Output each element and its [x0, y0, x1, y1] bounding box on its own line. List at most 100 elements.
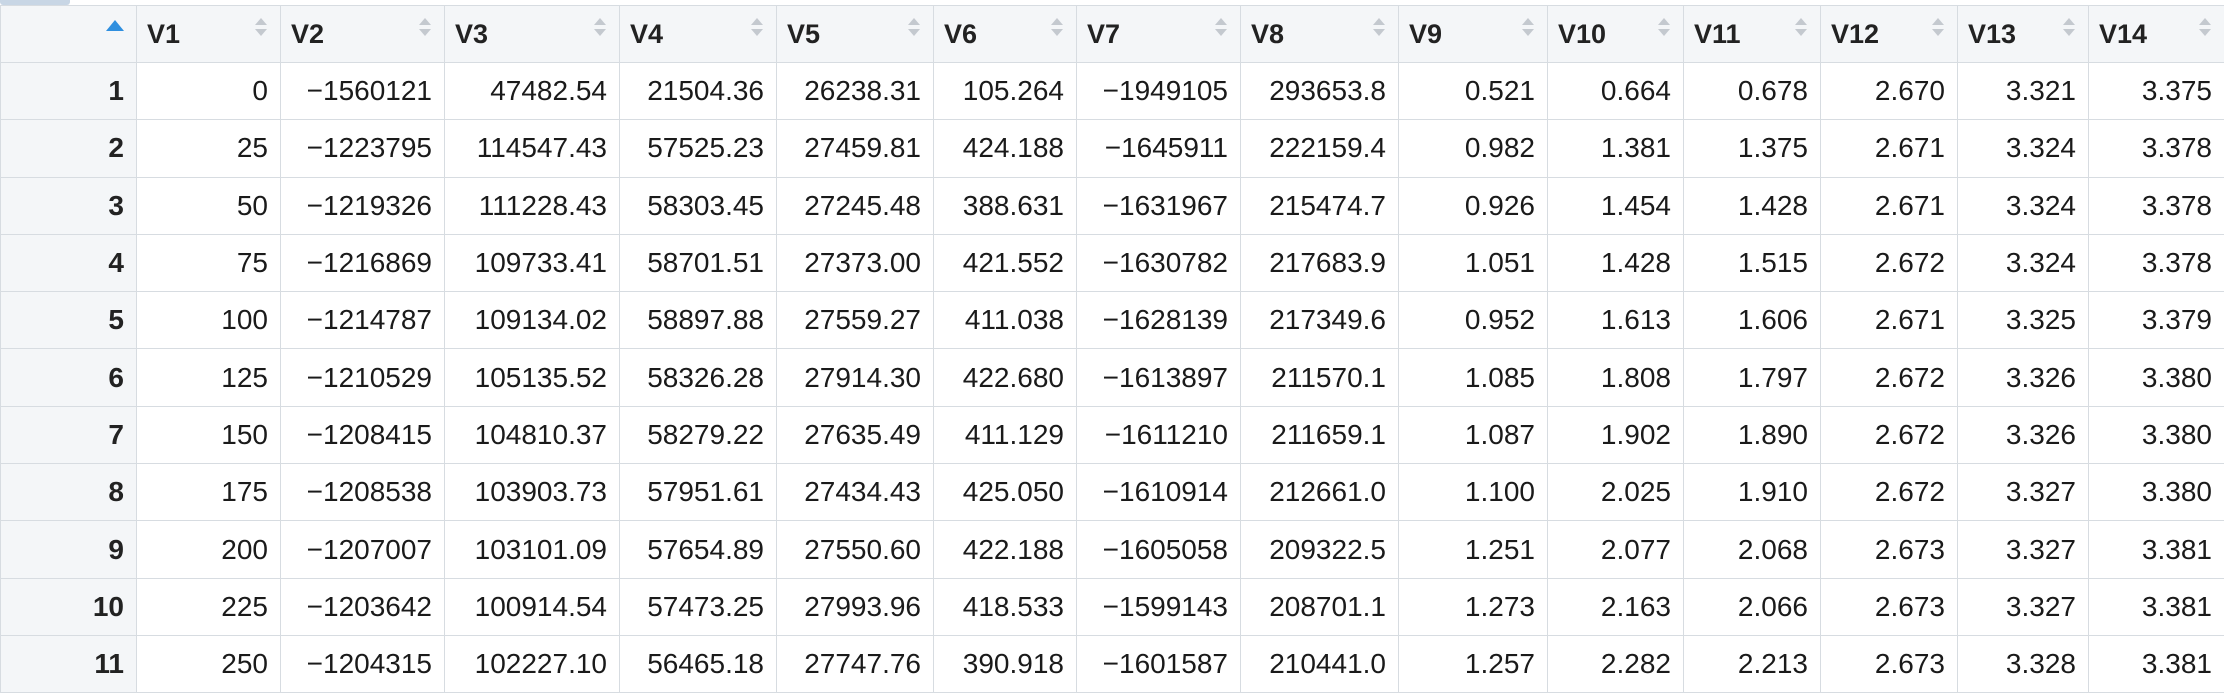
column-header-v13[interactable]: V13 — [1957, 5, 2089, 63]
sort-up-arrow-icon — [1051, 18, 1063, 25]
column-header-v11[interactable]: V11 — [1683, 5, 1821, 63]
table-cell: 200 — [136, 520, 281, 579]
table-cell: 421.552 — [933, 233, 1077, 293]
table-cell: 0.664 — [1547, 61, 1684, 121]
table-cell: 217683.9 — [1240, 233, 1399, 293]
table-cell: 105135.52 — [444, 348, 620, 407]
table-cell: 2.282 — [1547, 634, 1684, 694]
sort-down-arrow-icon — [1051, 29, 1063, 36]
row-index-header[interactable] — [0, 5, 137, 63]
table-cell: 27914.30 — [776, 348, 934, 407]
sort-up-arrow-icon — [594, 18, 606, 25]
table-cell: 100914.54 — [444, 577, 620, 636]
sort-arrows-icon[interactable] — [593, 18, 607, 38]
sort-arrows-icon[interactable] — [1372, 18, 1386, 38]
column-header-v10[interactable]: V10 — [1547, 5, 1684, 63]
table-cell: 1.428 — [1683, 176, 1821, 235]
table-cell: 27747.76 — [776, 634, 934, 694]
column-header-v1[interactable]: V1 — [136, 5, 281, 63]
sort-up-arrow-icon — [419, 18, 431, 25]
table-cell: −1610914 — [1076, 463, 1241, 522]
table-cell: 1.087 — [1398, 405, 1548, 465]
table-cell: 411.129 — [933, 405, 1077, 465]
table-cell: 3.327 — [1957, 577, 2089, 636]
table-cell: 2.673 — [1820, 577, 1958, 636]
table-cell: 211570.1 — [1240, 348, 1399, 407]
table-cell: 3.327 — [1957, 463, 2089, 522]
table-cell: 58279.22 — [619, 405, 777, 465]
column-header-v3[interactable]: V3 — [444, 5, 620, 63]
table-cell: 2.671 — [1820, 119, 1958, 178]
table-cell: 50 — [136, 176, 281, 235]
sort-arrows-icon[interactable] — [1050, 18, 1064, 38]
table-row: 3 50 −1219326 111228.43 58303.45 27245.48 388.… — [0, 176, 2224, 235]
column-header-label: V9 — [1409, 18, 1443, 49]
column-header-v2[interactable]: V2 — [280, 5, 445, 63]
table-cell: 3.378 — [2088, 176, 2224, 235]
table-cell: 1.381 — [1547, 119, 1684, 178]
table-cell: 0.521 — [1398, 61, 1548, 121]
table-cell: 3.378 — [2088, 119, 2224, 178]
sort-arrows-icon[interactable] — [1794, 18, 1808, 38]
sort-arrows-icon[interactable] — [1521, 18, 1535, 38]
table-body: 1 0 −1560121 47482.54 21504.36 26238.31 105.26… — [0, 61, 2224, 694]
table-cell: 293653.8 — [1240, 61, 1399, 121]
sort-arrows-icon[interactable] — [2198, 18, 2212, 38]
column-header-v8[interactable]: V8 — [1240, 5, 1399, 63]
sort-arrows-icon[interactable] — [750, 18, 764, 38]
table-cell: 2.673 — [1820, 634, 1958, 694]
table-cell: 150 — [136, 405, 281, 465]
table-cell: 250 — [136, 634, 281, 694]
sort-arrows-icon[interactable] — [1214, 18, 1228, 38]
table-cell: 21504.36 — [619, 61, 777, 121]
column-header-v7[interactable]: V7 — [1076, 5, 1241, 63]
table-cell: 3.328 — [1957, 634, 2089, 694]
header-row: V1 V2 V3 V4 V5 V6 V7 V8 V9 V10 V11 V12 V13 V14 — [0, 5, 2224, 63]
table-cell: 57525.23 — [619, 119, 777, 178]
table-cell: 390.918 — [933, 634, 1077, 694]
column-header-label: V3 — [455, 18, 489, 49]
table-cell: 1.257 — [1398, 634, 1548, 694]
table-cell: 212661.0 — [1240, 463, 1399, 522]
table-cell: 3.327 — [1957, 520, 2089, 579]
table-cell: 1.515 — [1683, 233, 1821, 293]
table-cell: 225 — [136, 577, 281, 636]
table-cell: 27559.27 — [776, 291, 934, 350]
sort-arrows-icon[interactable] — [1931, 18, 1945, 38]
horizontal-scrollbar-thumb[interactable] — [0, 0, 70, 5]
table-cell: 102227.10 — [444, 634, 620, 694]
table-row: 10 225 −1203642 100914.54 57473.25 27993.96 41… — [0, 577, 2224, 636]
table-cell: 26238.31 — [776, 61, 934, 121]
table-cell: 1.375 — [1683, 119, 1821, 178]
column-header-v12[interactable]: V12 — [1820, 5, 1958, 63]
table-cell: 47482.54 — [444, 61, 620, 121]
sort-arrows-icon[interactable] — [1657, 18, 1671, 38]
sort-up-arrow-icon — [1658, 18, 1670, 25]
sort-arrows-icon[interactable] — [254, 18, 268, 38]
sort-ascending-icon — [106, 20, 124, 31]
sort-arrows-icon[interactable] — [2062, 18, 2076, 38]
table-cell: 2.672 — [1820, 233, 1958, 293]
table-cell: 2.671 — [1820, 291, 1958, 350]
column-header-v9[interactable]: V9 — [1398, 5, 1548, 63]
column-header-v5[interactable]: V5 — [776, 5, 934, 63]
column-header-label: V2 — [291, 18, 325, 49]
table-cell: 2.077 — [1547, 520, 1684, 579]
sort-arrows-icon[interactable] — [418, 18, 432, 38]
sort-up-arrow-icon — [1522, 18, 1534, 25]
table-cell: −1601587 — [1076, 634, 1241, 694]
column-header-label: V11 — [1694, 18, 1741, 49]
row-index: 11 — [0, 634, 137, 694]
sort-arrows-icon[interactable] — [907, 18, 921, 38]
table-cell: 57951.61 — [619, 463, 777, 522]
sort-up-arrow-icon — [2199, 18, 2211, 25]
sort-up-arrow-icon — [1215, 18, 1227, 25]
table-cell: 1.454 — [1547, 176, 1684, 235]
table-cell: −1560121 — [280, 61, 445, 121]
row-index: 7 — [0, 405, 137, 465]
table-cell: 27373.00 — [776, 233, 934, 293]
column-header-v14[interactable]: V14 — [2088, 5, 2224, 63]
column-header-v4[interactable]: V4 — [619, 5, 777, 63]
column-header-v6[interactable]: V6 — [933, 5, 1077, 63]
